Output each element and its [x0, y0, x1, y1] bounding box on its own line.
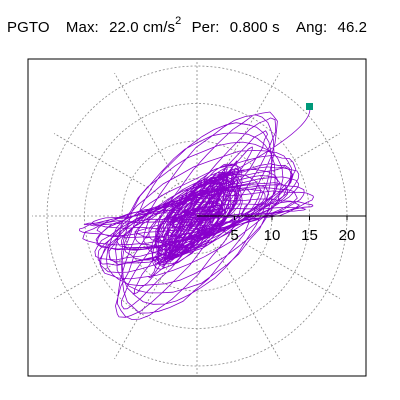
radial-tick-labels: 5 10 15 20 [230, 227, 355, 244]
period-label: Per: [191, 19, 220, 36]
orbit-trace [79, 106, 314, 320]
chart-header: PGTO Max: 22.0 cm/s2 Per: 0.800 s Ang: 4… [7, 15, 368, 36]
orbit-path [79, 106, 314, 320]
grid-spoke-330 [196, 215, 341, 299]
grid-spoke-210 [53, 215, 198, 299]
angle-label: Ang: [295, 19, 328, 36]
grid-spoke-300 [196, 215, 280, 360]
angle-value: 46.2 [337, 19, 368, 36]
end-marker-group [306, 103, 313, 110]
max-value: 22.0 [109, 19, 139, 36]
grid-spoke-60 [196, 72, 280, 217]
max-unit: cm/s [143, 19, 176, 36]
radial-tick-label-20: 20 [339, 227, 356, 244]
grid-spoke-240 [114, 215, 198, 360]
station-code: PGTO [7, 19, 50, 36]
grid-spoke-30 [196, 133, 341, 217]
radial-tick-label-5: 5 [230, 227, 238, 244]
max-unit-exponent: 2 [175, 15, 182, 27]
grid-spoke-150 [53, 133, 198, 217]
max-label: Max: [65, 19, 99, 36]
radial-tick-label-10: 10 [264, 227, 281, 244]
radial-tick-label-15: 15 [301, 227, 318, 244]
grid-spoke-120 [114, 72, 198, 217]
end-point-marker [306, 103, 313, 110]
radial-axis [197, 215, 366, 220]
period-value: 0.800 s [229, 19, 280, 36]
